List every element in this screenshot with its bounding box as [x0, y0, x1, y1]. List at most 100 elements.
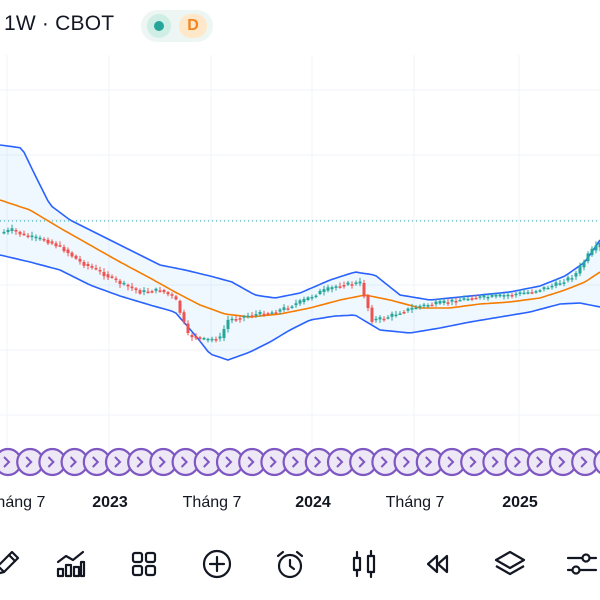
event-marker-icon[interactable]	[282, 447, 311, 477]
candle	[86, 261, 90, 270]
candle	[542, 286, 546, 292]
candle	[50, 239, 54, 245]
candle	[554, 279, 558, 289]
candle	[134, 287, 138, 294]
candle	[278, 308, 282, 315]
candle	[538, 289, 542, 293]
candle	[402, 309, 406, 315]
candle	[586, 251, 590, 264]
add-circle-icon[interactable]	[197, 544, 237, 584]
candle	[570, 275, 574, 283]
candle	[286, 305, 290, 311]
bollinger-band-fill	[0, 145, 600, 360]
candle	[498, 292, 502, 298]
candle	[546, 285, 550, 290]
layout-grid-icon[interactable]	[124, 544, 164, 584]
candle	[158, 286, 162, 293]
candle	[46, 237, 50, 246]
candle	[410, 303, 414, 314]
candle	[222, 325, 226, 342]
candle	[78, 255, 82, 265]
x-axis-label: Tháng 7	[182, 494, 242, 511]
candle	[318, 288, 322, 296]
drawing-pencil-icon[interactable]	[0, 544, 26, 584]
event-marker-icon[interactable]	[460, 447, 489, 477]
price-chart[interactable]	[0, 0, 600, 530]
event-marker-icon[interactable]	[504, 447, 533, 477]
x-axis-label: Tháng 7	[385, 494, 445, 511]
bollinger-lower-line	[0, 254, 600, 361]
candle	[302, 296, 306, 305]
candle	[294, 299, 298, 308]
candle	[458, 296, 462, 302]
event-marker-icon[interactable]	[548, 447, 578, 477]
market-status-pill[interactable]: D	[141, 10, 213, 42]
candle	[210, 336, 214, 343]
candle	[442, 298, 446, 306]
candle	[38, 235, 42, 241]
candle	[334, 284, 338, 291]
candle	[290, 304, 294, 309]
candle	[190, 332, 194, 341]
candle	[18, 230, 22, 237]
candle	[150, 289, 154, 294]
candle	[446, 298, 450, 306]
candle-style-icon[interactable]	[344, 544, 384, 584]
candle	[162, 288, 166, 294]
candle	[106, 271, 110, 281]
candle	[94, 264, 98, 271]
event-marker-icon[interactable]	[593, 449, 600, 475]
candle	[558, 280, 562, 286]
candle	[490, 292, 494, 299]
candlestick-series[interactable]	[2, 224, 600, 343]
candle	[66, 247, 70, 257]
candle	[398, 311, 402, 315]
candle	[242, 314, 246, 322]
indicators-icon[interactable]	[50, 544, 90, 584]
alert-clock-icon[interactable]	[270, 544, 310, 584]
candle	[482, 293, 486, 300]
symbol-interval-label[interactable]: 1W · CBOT	[4, 12, 115, 35]
candle	[70, 251, 74, 259]
candle	[450, 298, 454, 306]
candle	[518, 289, 522, 297]
candle	[434, 299, 438, 307]
candle	[386, 315, 390, 320]
candle	[478, 294, 482, 300]
candle	[218, 332, 222, 342]
time-axis[interactable]: Tháng 7 2023 Tháng 7 2024 Tháng 7 2025	[0, 488, 600, 518]
replay-rewind-icon[interactable]	[417, 544, 457, 584]
candle	[274, 309, 278, 315]
candle	[54, 241, 58, 249]
candle	[62, 244, 66, 253]
settings-sliders-icon[interactable]	[562, 544, 600, 584]
status-dot-icon	[154, 21, 164, 31]
candle	[470, 295, 474, 302]
candle	[226, 315, 230, 333]
candle	[30, 231, 34, 241]
candle	[122, 280, 126, 286]
candle	[186, 320, 190, 336]
candle	[258, 309, 262, 317]
candle	[494, 293, 498, 299]
candle	[118, 278, 122, 288]
candle	[6, 227, 10, 235]
layers-icon[interactable]	[490, 544, 530, 584]
candle	[462, 295, 466, 301]
candle	[374, 316, 378, 323]
candle	[382, 316, 386, 322]
chart-grid	[0, 55, 600, 478]
candle	[422, 302, 426, 309]
candle	[326, 284, 330, 293]
candle	[58, 241, 62, 248]
candle	[314, 294, 318, 299]
delayed-data-badge[interactable]: D	[179, 14, 207, 38]
candle	[474, 294, 478, 300]
candle	[166, 290, 170, 297]
candle	[394, 310, 398, 318]
event-markers-row[interactable]	[0, 447, 600, 477]
candle	[130, 282, 134, 291]
candle	[342, 281, 346, 289]
candle	[246, 312, 250, 319]
candle	[254, 310, 258, 318]
